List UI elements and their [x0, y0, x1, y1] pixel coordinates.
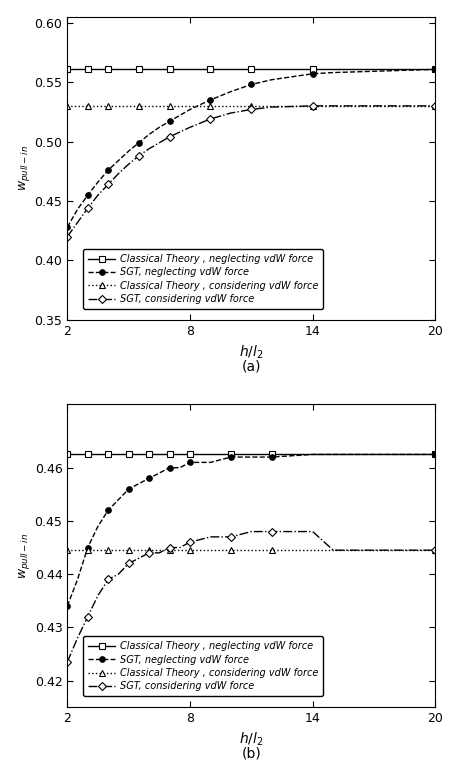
- Y-axis label: $w_{pull-in}$: $w_{pull-in}$: [17, 145, 32, 192]
- Y-axis label: $w_{pull-in}$: $w_{pull-in}$: [17, 533, 32, 579]
- Text: (b): (b): [241, 747, 261, 761]
- X-axis label: $h/l_2$: $h/l_2$: [239, 343, 263, 361]
- X-axis label: $h/l_2$: $h/l_2$: [239, 730, 263, 748]
- Text: (a): (a): [241, 359, 261, 373]
- Legend: Classical Theory , neglecting vdW force, SGT, neglecting vdW force, Classical Th: Classical Theory , neglecting vdW force,…: [83, 636, 323, 696]
- Legend: Classical Theory , neglecting vdW force, SGT, neglecting vdW force, Classical Th: Classical Theory , neglecting vdW force,…: [83, 249, 323, 309]
